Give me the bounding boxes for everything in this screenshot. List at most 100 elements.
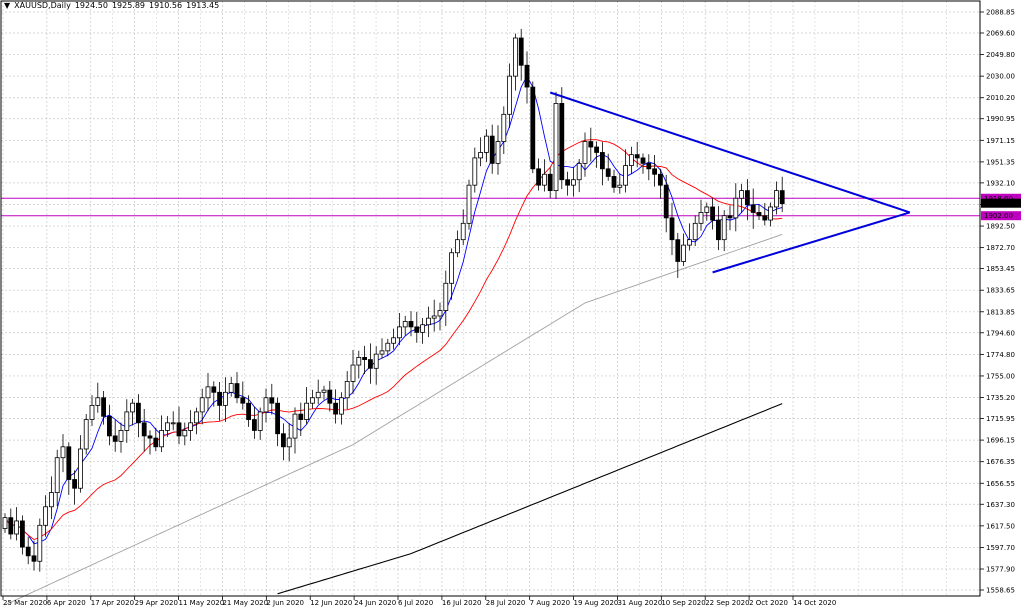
candle-body <box>89 404 95 420</box>
candle-body <box>489 135 495 164</box>
candle-body <box>518 37 524 66</box>
candle-body <box>414 326 420 333</box>
candle-body <box>362 357 368 360</box>
candle-body <box>379 350 385 355</box>
candle-body <box>594 146 599 153</box>
high-value: 1925.89 <box>111 1 146 10</box>
candle-body <box>240 397 246 404</box>
candle-body <box>582 141 588 164</box>
trendline <box>549 91 911 214</box>
candle-body <box>710 206 715 221</box>
x-tick-label: 7 Aug 2020 <box>530 599 570 607</box>
candle-body <box>286 437 292 448</box>
candle-body <box>524 64 530 88</box>
y-tick-label: 1951.35 <box>986 158 1015 166</box>
candle-body <box>228 383 234 393</box>
y-tick-label: 1715.95 <box>986 415 1015 423</box>
x-axis: 25 Mar 2020 6 Apr 2020 17 Apr 2020 29 Apr 2… <box>2 596 836 607</box>
x-tick-label: 12 Jun 2020 <box>310 599 352 607</box>
x-tick-label: 17 Apr 2020 <box>91 599 134 607</box>
price-label-box <box>981 198 1021 208</box>
candle-body <box>107 415 112 437</box>
candle-body <box>675 239 681 262</box>
ma-slow-line <box>4 233 783 606</box>
candle-body <box>350 364 356 382</box>
candle-body <box>634 154 640 159</box>
y-tick-label: 2030.00 <box>986 73 1015 81</box>
candle-body <box>385 342 391 352</box>
candle-body <box>553 103 559 192</box>
candle-body <box>704 206 710 213</box>
candle-body <box>43 506 48 526</box>
candle-body <box>246 402 252 420</box>
candle-body <box>130 402 136 413</box>
candle-body <box>112 435 118 442</box>
trendlines <box>549 91 911 274</box>
price-label-text: 1913.45 <box>984 200 1013 208</box>
y-tick-label: 1990.95 <box>986 115 1015 123</box>
y-tick-label: 1853.45 <box>986 265 1015 273</box>
candle-body <box>739 190 744 199</box>
candle-body <box>2 517 8 529</box>
candle-body <box>779 190 785 205</box>
candle-body <box>617 184 623 188</box>
candle-body <box>640 157 646 164</box>
price-label-box <box>981 211 1021 221</box>
candle-body <box>141 422 147 437</box>
candle-body <box>217 391 223 406</box>
candle-body <box>14 520 20 535</box>
x-tick-label: 16 Jul 2020 <box>442 599 482 607</box>
candle-body <box>159 430 165 448</box>
candle-body <box>101 397 106 417</box>
candle-body <box>31 555 37 562</box>
y-tick-label: 2088.85 <box>986 9 1015 17</box>
candle-body <box>8 517 14 535</box>
candle-body <box>611 176 617 188</box>
candle-body <box>66 446 72 480</box>
candle-body <box>460 222 466 241</box>
candle-body <box>309 397 315 404</box>
x-tick-label: 6 Jul 2020 <box>398 599 433 607</box>
x-tick-label: 6 Apr 2020 <box>47 599 86 607</box>
chevron-down-icon[interactable]: ▼ <box>4 1 11 10</box>
candle-body <box>547 173 553 192</box>
candle-body <box>147 435 153 439</box>
candle-body <box>750 204 756 213</box>
candle-body <box>565 179 570 186</box>
candle-body <box>478 152 484 159</box>
horizontal-lines <box>1 197 980 217</box>
x-tick-label: 28 Jul 2020 <box>486 599 526 607</box>
candle-body <box>733 197 739 219</box>
y-tick-label: 1676.35 <box>986 458 1015 466</box>
x-tick-label: 24 Jun 2020 <box>354 599 396 607</box>
y-tick-label: 2010.20 <box>986 94 1015 102</box>
candle-body <box>571 179 576 186</box>
candle-body <box>449 252 455 284</box>
candle-body <box>211 386 217 393</box>
candle-body <box>153 437 159 448</box>
candle-body <box>623 165 628 186</box>
candle-body <box>292 413 298 439</box>
candle-body <box>663 184 669 219</box>
candle-body <box>193 411 199 424</box>
candle-body <box>205 386 211 399</box>
y-tick-label: 1971.15 <box>986 137 1015 145</box>
candle-body <box>25 546 31 557</box>
candle-body <box>275 402 281 435</box>
x-tick-label: 19 Aug 2020 <box>574 599 619 607</box>
candle-body <box>495 141 501 164</box>
y-tick-label: 1794.60 <box>986 329 1015 337</box>
candle-body <box>344 380 350 399</box>
candle-body <box>721 215 727 241</box>
candle-body <box>188 422 194 431</box>
price-label-box <box>981 193 1021 203</box>
candle-body <box>431 315 437 319</box>
x-tick-label: 25 Mar 2020 <box>3 599 47 607</box>
candle-body <box>420 324 426 333</box>
candle-body <box>681 244 686 262</box>
moving-averages <box>4 75 783 606</box>
candle-body <box>774 190 779 208</box>
